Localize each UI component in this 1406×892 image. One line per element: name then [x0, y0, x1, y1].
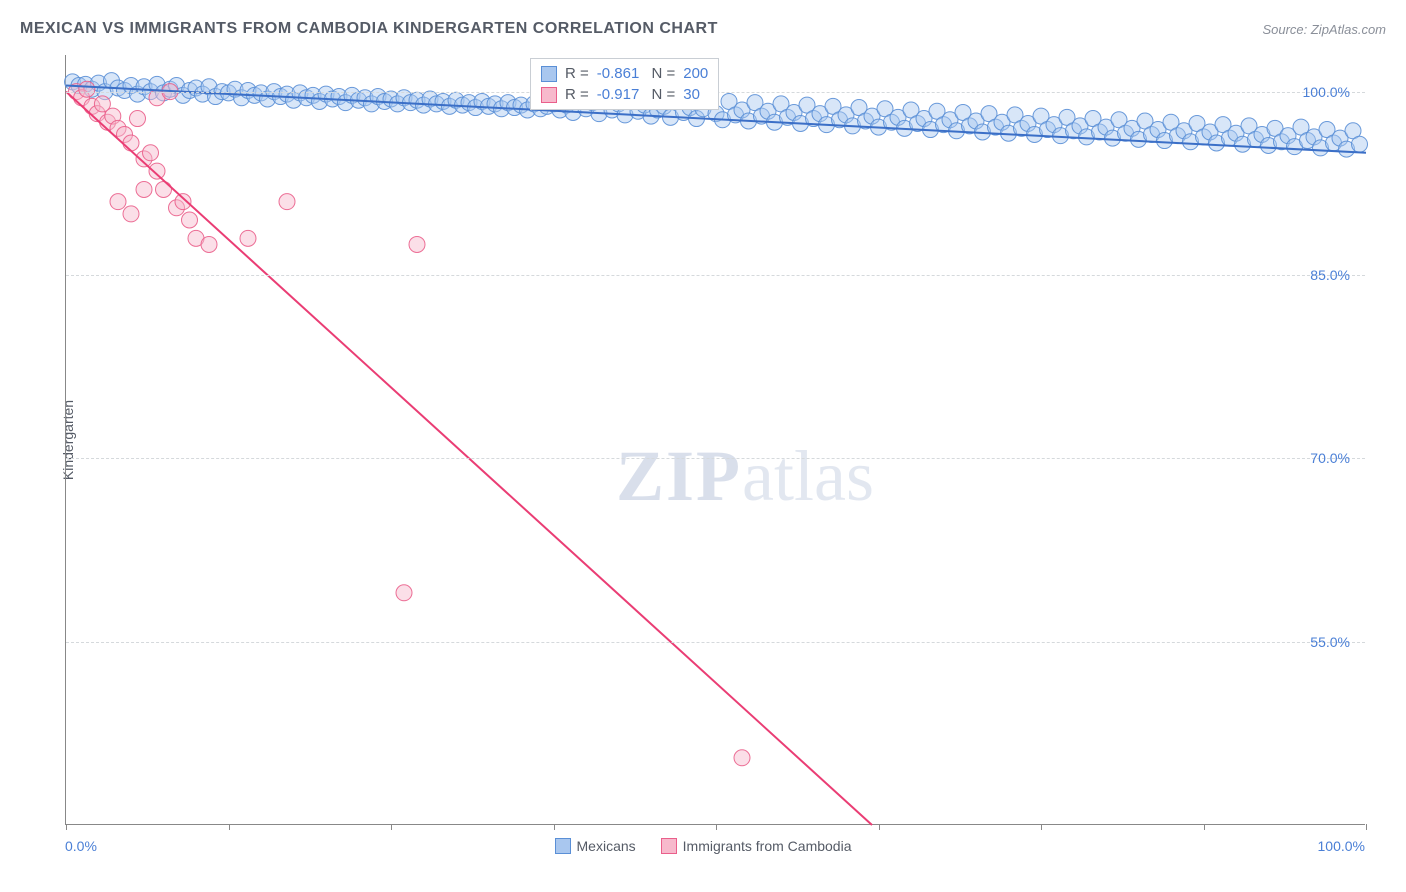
legend-bottom: Mexicans Immigrants from Cambodia: [0, 838, 1406, 854]
y-tick-label: 85.0%: [1310, 267, 1350, 283]
x-tick: [229, 824, 230, 830]
x-tick: [66, 824, 67, 830]
data-point: [130, 111, 146, 127]
data-point: [123, 206, 139, 222]
title-bar: MEXICAN VS IMMIGRANTS FROM CAMBODIA KIND…: [20, 20, 1386, 38]
gridline: [66, 642, 1365, 643]
legend-label-cambodia: Immigrants from Cambodia: [683, 838, 852, 854]
stats-n-cambodia: 30: [683, 86, 700, 103]
data-point: [156, 181, 172, 197]
x-tick: [879, 824, 880, 830]
data-point: [240, 230, 256, 246]
x-tick: [554, 824, 555, 830]
stats-r-label: R =: [565, 65, 589, 82]
x-tick: [1204, 824, 1205, 830]
data-point: [79, 81, 95, 97]
stats-n-label: N =: [647, 86, 675, 103]
stats-swatch-cambodia: [541, 87, 557, 103]
stats-legend-box: R = -0.861 N = 200 R = -0.917 N = 30: [530, 58, 719, 110]
y-tick-label: 100.0%: [1303, 84, 1350, 100]
stats-swatch-mexicans: [541, 66, 557, 82]
x-tick: [716, 824, 717, 830]
stats-n-label: N =: [647, 65, 675, 82]
x-tick: [1366, 824, 1367, 830]
data-point: [1352, 136, 1368, 152]
legend-item-cambodia: Immigrants from Cambodia: [661, 838, 852, 854]
legend-item-mexicans: Mexicans: [555, 838, 636, 854]
x-tick: [391, 824, 392, 830]
data-point: [279, 194, 295, 210]
data-point: [182, 212, 198, 228]
data-point: [110, 194, 126, 210]
stats-r-mexicans: -0.861: [597, 65, 640, 82]
stats-r-cambodia: -0.917: [597, 86, 640, 103]
legend-label-mexicans: Mexicans: [577, 838, 636, 854]
chart-title: MEXICAN VS IMMIGRANTS FROM CAMBODIA KIND…: [20, 20, 718, 38]
source-label: Source: ZipAtlas.com: [1262, 22, 1386, 37]
data-point: [175, 194, 191, 210]
legend-swatch-cambodia: [661, 838, 677, 854]
y-tick-label: 55.0%: [1310, 634, 1350, 650]
stats-r-label: R =: [565, 86, 589, 103]
data-point: [143, 145, 159, 161]
stats-row-cambodia: R = -0.917 N = 30: [541, 84, 708, 105]
y-tick-label: 70.0%: [1310, 450, 1350, 466]
x-tick: [1041, 824, 1042, 830]
data-point: [136, 181, 152, 197]
chart-svg: [66, 55, 1365, 824]
stats-n-mexicans: 200: [683, 65, 708, 82]
stats-row-mexicans: R = -0.861 N = 200: [541, 63, 708, 84]
gridline: [66, 458, 1365, 459]
data-point: [201, 236, 217, 252]
data-point: [396, 585, 412, 601]
data-point: [123, 135, 139, 151]
data-point: [734, 750, 750, 766]
gridline: [66, 275, 1365, 276]
data-point: [149, 163, 165, 179]
data-point: [409, 236, 425, 252]
plot-area: ZIPatlas 100.0%85.0%70.0%55.0%: [65, 55, 1365, 825]
legend-swatch-mexicans: [555, 838, 571, 854]
